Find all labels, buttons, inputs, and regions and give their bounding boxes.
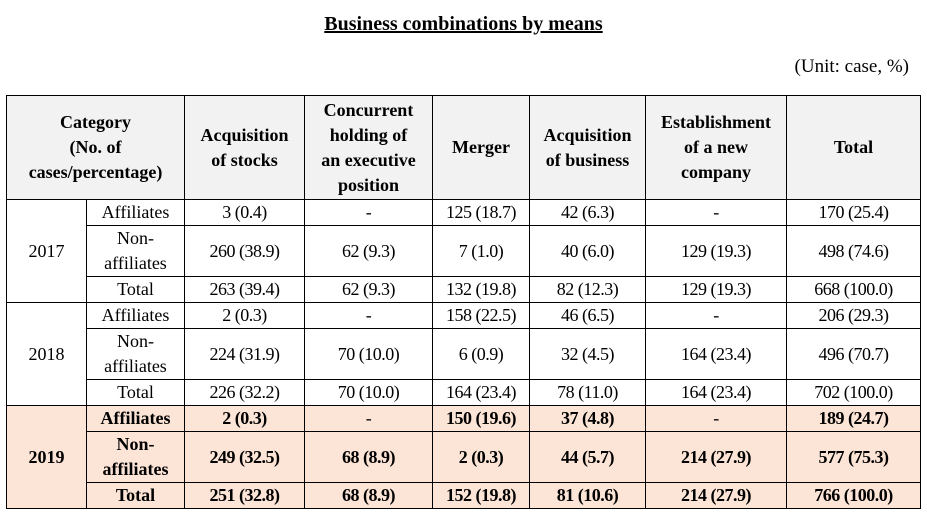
row-label-cell: Non- affiliates xyxy=(86,225,185,277)
value-cell: 37 (4.8) xyxy=(529,405,646,432)
value-cell: 2 (0.3) xyxy=(184,405,305,432)
value-cell: 62 (9.3) xyxy=(304,225,433,277)
row-label-cell: Affiliates xyxy=(86,199,185,226)
header-concurrent-holding: Concurrent holding of an executive posit… xyxy=(304,95,433,200)
value-cell: 125 (18.7) xyxy=(432,199,530,226)
value-cell: 206 (29.3) xyxy=(786,302,921,329)
value-cell: 152 (19.8) xyxy=(432,482,530,509)
value-cell: 3 (0.4) xyxy=(184,199,305,226)
value-cell: 82 (12.3) xyxy=(529,276,646,303)
header-category-text: Category (No. of cases/percentage) xyxy=(28,112,163,182)
value-cell: - xyxy=(304,199,433,226)
value-cell: 42 (6.3) xyxy=(529,199,646,226)
row-label-cell: Total xyxy=(86,276,185,303)
value-cell: - xyxy=(645,405,787,432)
value-cell: 46 (6.5) xyxy=(529,302,646,329)
table-row: 2018 Affiliates 2 (0.3) -158 (22.5) 46 (6.5)… xyxy=(6,302,921,406)
value-cell: 170 (25.4) xyxy=(786,199,921,226)
value-cell: 2 (0.3) xyxy=(184,302,305,329)
value-cell: 164 (23.4) xyxy=(645,379,787,406)
value-cell: 214 (27.9) xyxy=(645,482,787,509)
year-cell: 2019 xyxy=(6,405,87,509)
value-cell: 224 (31.9) xyxy=(184,328,305,380)
value-cell: 68 (8.9) xyxy=(304,431,433,483)
value-cell: 668 (100.0) xyxy=(786,276,921,303)
header-merger: Merger xyxy=(432,95,530,200)
header-establishment: Establishment of a new company xyxy=(645,95,787,200)
table-row: Total 226 (32.2) 70 (10.0) 164 (23.4) 78 (11… xyxy=(7,379,921,406)
value-cell: - xyxy=(645,199,787,226)
header-acquisition-of-business: Acquisition of business xyxy=(529,95,646,200)
header-establishment-text: Establishment of a new company xyxy=(660,112,772,182)
value-cell: 226 (32.2) xyxy=(184,379,305,406)
header-acquisition-of-stocks: Acquisition of stocks xyxy=(184,95,305,200)
value-cell: 40 (6.0) xyxy=(529,225,646,277)
value-cell: 158 (22.5) xyxy=(432,302,530,329)
year-cell: 2018 xyxy=(6,302,87,406)
value-cell: 263 (39.4) xyxy=(184,276,305,303)
row-label-cell: Total xyxy=(86,482,185,509)
value-cell: 251 (32.8) xyxy=(184,482,305,509)
table-row: Non- affiliates 249 (32.5) 68 (8.9) 2 (0.3)… xyxy=(7,431,921,483)
table-row: Total 263 (39.4) 62 (9.3) 132 (19.8) 82 (12.… xyxy=(7,276,921,303)
value-cell: 577 (75.3) xyxy=(786,431,921,483)
value-cell: - xyxy=(304,405,433,432)
header-concurrent-holding-text: Concurrent holding of an executive posit… xyxy=(321,99,416,195)
value-cell: 6 (0.9) xyxy=(432,328,530,380)
value-cell: 214 (27.9) xyxy=(645,431,787,483)
value-cell: 132 (19.8) xyxy=(432,276,530,303)
row-label-cell: Non- affiliates xyxy=(86,328,185,380)
header-acquisition-of-business-text: Acquisition of business xyxy=(543,124,632,170)
table-row: 2019 Affiliates 2 (0.3) -150 (19.6) 37 (4.8)… xyxy=(6,405,921,509)
value-cell: 81 (10.6) xyxy=(529,482,646,509)
value-cell: - xyxy=(645,302,787,329)
value-cell: 189 (24.7) xyxy=(786,405,921,432)
table-row: Total 251 (32.8) 68 (8.9) 152 (19.8) 81 (10.… xyxy=(7,482,921,509)
header-merger-text: Merger xyxy=(452,137,510,157)
table-row: Non- affiliates 224 (31.9) 70 (10.0) 6 (0.9… xyxy=(7,328,921,380)
value-cell: 44 (5.7) xyxy=(529,431,646,483)
value-cell: 496 (70.7) xyxy=(786,328,921,380)
header-acquisition-of-stocks-text: Acquisition of stocks xyxy=(200,124,289,170)
value-cell: 164 (23.4) xyxy=(645,328,787,380)
value-cell: 70 (10.0) xyxy=(304,379,433,406)
value-cell: 78 (11.0) xyxy=(529,379,646,406)
row-label-cell: Total xyxy=(86,379,185,406)
value-cell: 32 (4.5) xyxy=(529,328,646,380)
value-cell: 2 (0.3) xyxy=(432,431,530,483)
header-row: Category (No. of cases/percentage) Acqui… xyxy=(6,95,921,200)
header-total-text: Total xyxy=(833,137,874,157)
table-row: 2017 Affiliates 3 (0.4) -125 (18.7) 42 (6.3)… xyxy=(6,199,921,303)
row-label-cell: Affiliates xyxy=(86,405,185,432)
value-cell: 702 (100.0) xyxy=(786,379,921,406)
value-cell: 150 (19.6) xyxy=(432,405,530,432)
value-cell: 249 (32.5) xyxy=(184,431,305,483)
value-cell: 70 (10.0) xyxy=(304,328,433,380)
business-combinations-table: Category (No. of cases/percentage) Acqui… xyxy=(6,95,921,509)
value-cell: 129 (19.3) xyxy=(645,225,787,277)
value-cell: 164 (23.4) xyxy=(432,379,530,406)
value-cell: 766 (100.0) xyxy=(786,482,921,509)
header-total: Total xyxy=(786,95,921,200)
row-label-cell: Non- affiliates xyxy=(86,431,185,483)
value-cell: 7 (1.0) xyxy=(432,225,530,277)
unit-note: (Unit: case, %) xyxy=(794,56,909,77)
value-cell: 129 (19.3) xyxy=(645,276,787,303)
value-cell: - xyxy=(304,302,433,329)
table-title: Business combinations by means xyxy=(324,13,603,35)
header-category: Category (No. of cases/percentage) xyxy=(6,95,185,200)
year-cell: 2017 xyxy=(6,199,87,303)
table-row: Non- affiliates 260 (38.9) 62 (9.3) 7 (1.0)… xyxy=(7,225,921,277)
value-cell: 62 (9.3) xyxy=(304,276,433,303)
value-cell: 498 (74.6) xyxy=(786,225,921,277)
value-cell: 260 (38.9) xyxy=(184,225,305,277)
value-cell: 68 (8.9) xyxy=(304,482,433,509)
row-label-cell: Affiliates xyxy=(86,302,185,329)
